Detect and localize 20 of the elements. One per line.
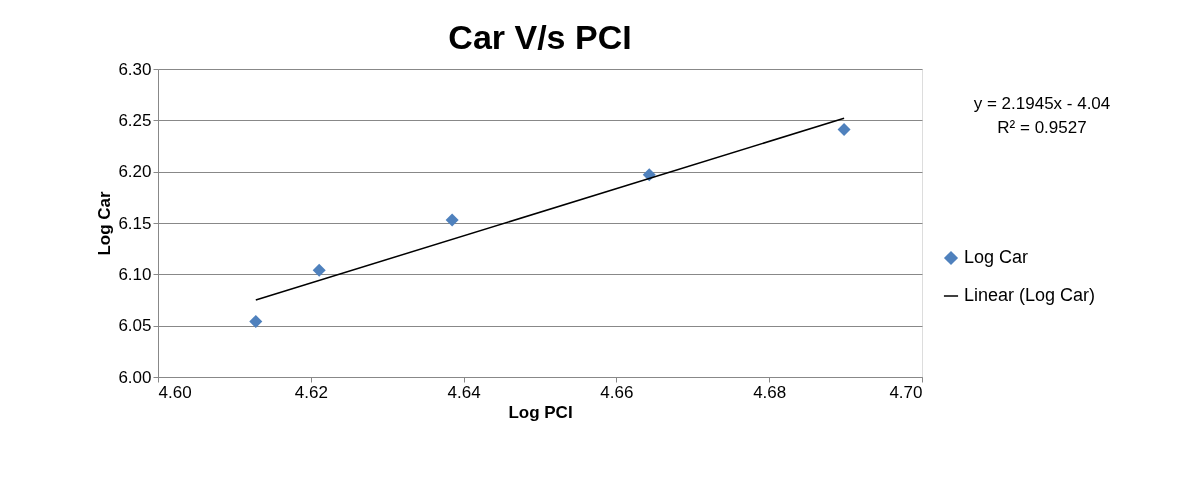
x-tick-label: 4.62 <box>294 382 328 402</box>
text: R² = 0.9527 <box>997 118 1087 137</box>
x-tick-label: 4.60 <box>158 382 192 402</box>
y-axis-title: Log Car <box>95 191 115 256</box>
x-tick-label: 4.70 <box>889 382 923 402</box>
x-tick-label: 4.64 <box>447 382 481 402</box>
x-tick-label: 4.68 <box>753 382 787 402</box>
y-tick-label: 6.00 <box>118 367 152 387</box>
y-tick-label: 6.20 <box>118 162 152 182</box>
text: y = 2.1945x - 4.04 <box>973 94 1111 113</box>
y-tick-label: 6.10 <box>118 264 152 284</box>
y-tick-label: 6.15 <box>118 213 152 233</box>
y-tick-label: 6.05 <box>118 316 152 336</box>
y-tick-label: 6.30 <box>118 59 152 79</box>
y-tick-label: 6.25 <box>118 110 152 130</box>
x-axis-title: Log PCI <box>508 402 573 422</box>
legend-label: Log Car <box>964 247 1029 267</box>
chart-title: Car V/s PCI <box>448 18 632 56</box>
legend-label: Linear (Log Car) <box>964 285 1096 305</box>
x-tick-label: 4.66 <box>600 382 634 402</box>
